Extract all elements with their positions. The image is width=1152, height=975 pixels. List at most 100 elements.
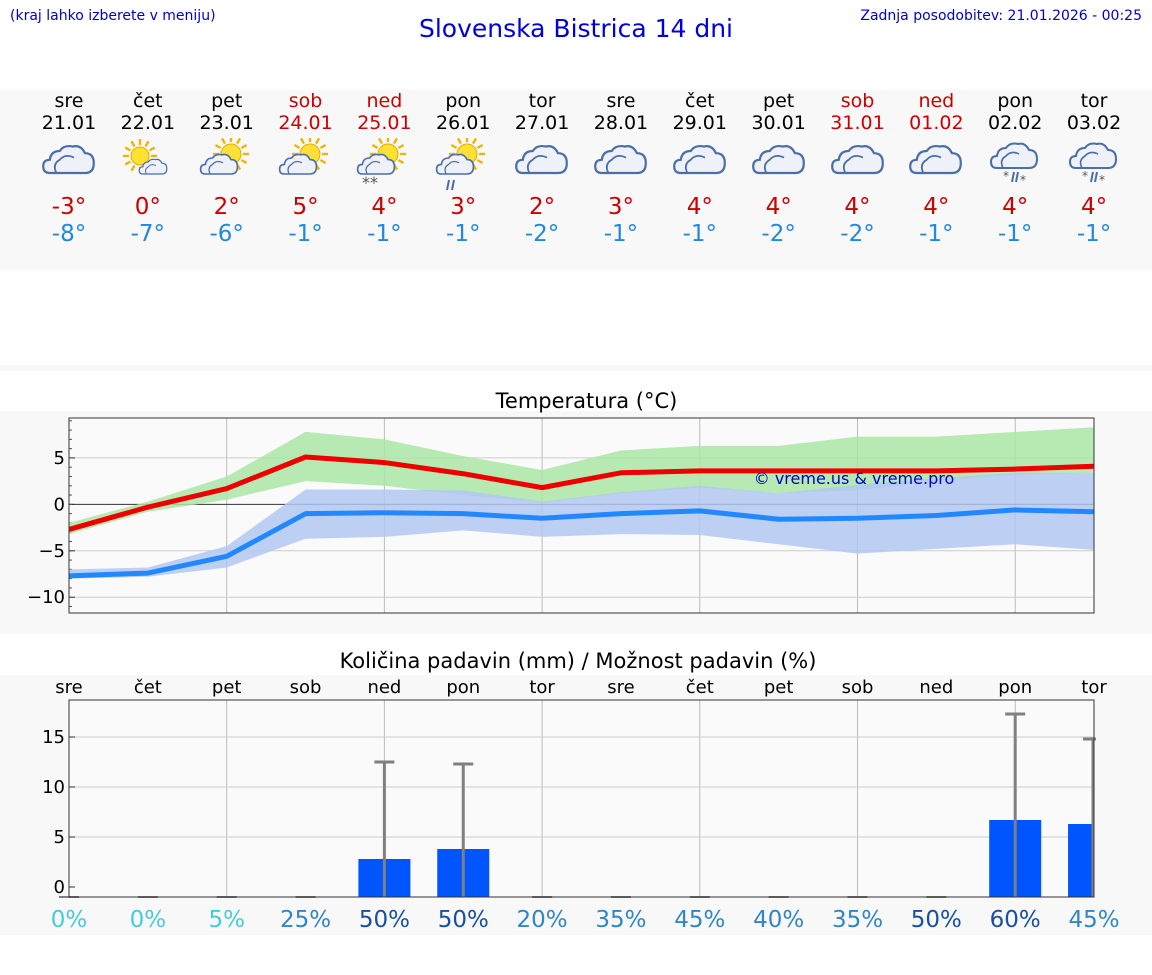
cloud-shape — [436, 153, 475, 175]
cloud-shape — [357, 153, 396, 175]
cloudy-sleet-icon: * * — [990, 142, 1039, 187]
day-name: pet — [211, 90, 243, 112]
day-column: ned 01.02 4° -1° — [896, 90, 976, 248]
temp-max: 5° — [292, 194, 319, 220]
temp-min: -1° — [367, 221, 402, 247]
day-name: sob — [840, 90, 875, 112]
daily-forecast-strip — [0, 90, 1152, 270]
day-name: tor — [528, 90, 556, 112]
temp-min: -7° — [130, 221, 166, 247]
temp-min: -2° — [761, 221, 796, 247]
rain-mark — [1015, 171, 1020, 183]
day-name: ned — [918, 90, 955, 112]
day-column: sre 21.01 -3° -8° — [29, 90, 109, 248]
rain-mark — [1094, 171, 1099, 183]
temp-max: 3° — [450, 194, 477, 220]
temp-min: -2° — [524, 221, 560, 247]
day-date: 26.01 — [436, 112, 491, 134]
cloud-shape — [594, 144, 647, 175]
day-column: pon 02.02 * * 4° -1° — [975, 90, 1055, 248]
precipitation-panel — [0, 675, 1152, 935]
snow-mark: * — [1020, 173, 1026, 187]
temp-min: -1° — [603, 221, 639, 247]
last-update: Zadnja posodobitev: 21.01.2026 - 00:25 — [860, 8, 1142, 24]
temp-max: 4° — [923, 194, 950, 220]
day-name: sob — [288, 90, 323, 112]
sun-cloud-icon — [122, 139, 168, 175]
cloud-shape — [199, 153, 238, 175]
cloudy-icon — [909, 144, 963, 175]
temp-min: -8° — [51, 221, 87, 247]
day-column: ned 25.01 ** 4° -1° — [344, 90, 424, 248]
temp-min: -1° — [1076, 221, 1112, 247]
temp-min: -1° — [446, 221, 481, 247]
cloud-shape — [278, 153, 317, 175]
temp-max: 4° — [1002, 194, 1029, 220]
day-date: 23.01 — [199, 112, 254, 134]
day-column: pon 26.01 3° -1° — [423, 90, 503, 248]
day-column: sob 31.01 4° -2° — [818, 90, 898, 248]
precipitation-title: Količina padavin (mm) / Možnost padavin … — [340, 649, 817, 673]
cloud-shape — [990, 142, 1039, 169]
day-date: 01.02 — [909, 112, 964, 134]
rain-mark — [1090, 171, 1095, 183]
rain-mark — [446, 179, 451, 191]
partly-cloudy-icon — [278, 138, 328, 175]
snow-mark: * — [1099, 173, 1105, 187]
page-title: Slovenska Bistrica 14 dni — [418, 14, 734, 43]
temp-max: -3° — [51, 194, 87, 220]
day-date: 27.01 — [514, 112, 570, 134]
rain-mark — [451, 179, 456, 191]
cloudy-sleet-icon: * * — [1069, 142, 1118, 187]
temp-min: -6° — [209, 221, 244, 247]
rain-mark — [1011, 171, 1016, 183]
day-name: sre — [606, 90, 636, 112]
day-date: 21.01 — [41, 112, 97, 134]
location-hint: (kraj lahko izberete v meniju) — [10, 8, 216, 24]
day-column: sre 28.01 3° -1° — [581, 90, 661, 248]
day-column: tor 03.02 * * 4° -1° — [1054, 90, 1134, 248]
snow-mark: * — [1003, 169, 1009, 183]
temperature-title: Temperatura (°C) — [495, 389, 678, 413]
temp-max: 2° — [529, 194, 556, 220]
day-date: 02.02 — [987, 112, 1043, 134]
day-date: 31.01 — [830, 112, 885, 134]
day-name: pet — [763, 90, 795, 112]
cloudy-icon — [42, 144, 95, 175]
day-name: pon — [445, 90, 482, 112]
day-name: čet — [685, 90, 715, 112]
day-date: 28.01 — [593, 112, 649, 134]
temp-max: 2° — [213, 194, 240, 220]
cloud-shape — [1069, 142, 1118, 169]
day-column: pet 30.01 4° -2° — [739, 90, 819, 248]
temp-max: 3° — [607, 194, 634, 220]
temp-max: 4° — [686, 194, 713, 220]
temp-max: 4° — [844, 194, 871, 220]
day-column: sob 24.01 5° -1° — [266, 90, 346, 248]
day-column: pet 23.01 2° -6° — [187, 90, 267, 248]
partly-cloudy-rain-icon — [436, 138, 486, 191]
temp-min: -1° — [288, 221, 323, 247]
divider — [0, 365, 1152, 371]
snow-mark: ** — [362, 173, 378, 192]
day-date: 30.01 — [751, 112, 806, 134]
temp-max: 4° — [1080, 194, 1108, 220]
partly-cloudy-snow-icon: ** — [357, 138, 407, 192]
cloudy-icon — [751, 144, 805, 175]
temp-min: -2° — [840, 221, 875, 247]
temperature-panel — [0, 411, 1152, 634]
temp-max: 0° — [134, 194, 161, 220]
cloud-shape — [138, 158, 168, 175]
cloudy-icon — [830, 144, 884, 175]
day-date: 29.01 — [672, 112, 727, 134]
temp-min: -1° — [997, 221, 1033, 247]
day-date: 03.02 — [1066, 112, 1122, 134]
temp-min: -1° — [919, 221, 954, 247]
cloud-shape — [830, 144, 884, 175]
temp-max: 4° — [371, 194, 398, 220]
cloud-shape — [515, 144, 568, 175]
day-date: 25.01 — [357, 112, 412, 134]
day-date: 24.01 — [278, 112, 333, 134]
cloud-shape — [42, 144, 95, 175]
snow-mark: * — [1082, 169, 1088, 183]
